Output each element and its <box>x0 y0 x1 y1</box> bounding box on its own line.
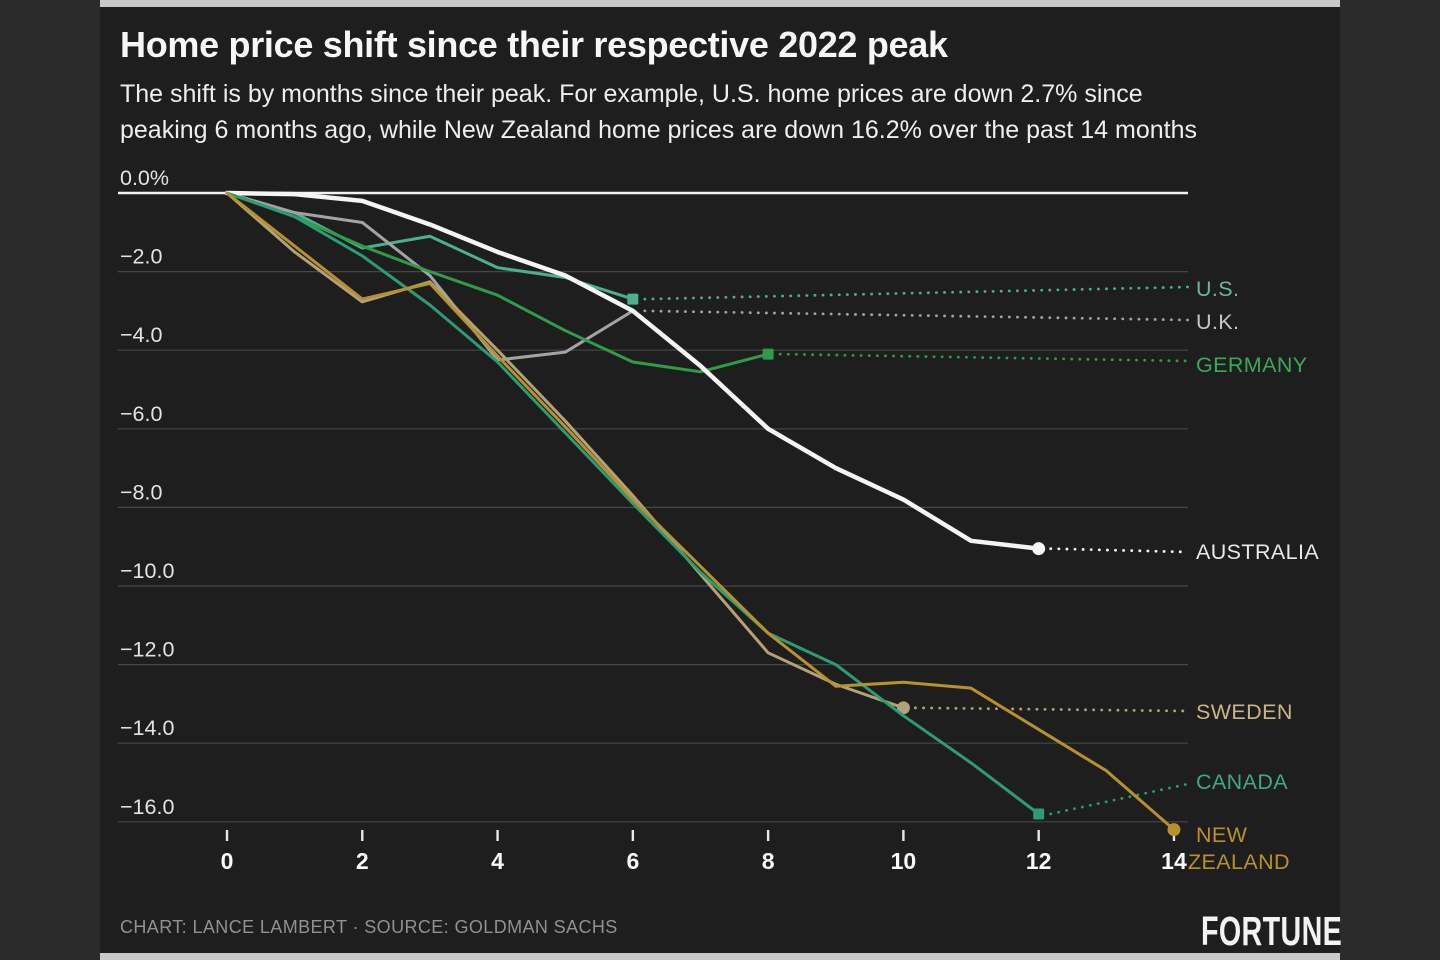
leader-line-u-s <box>643 285 1190 301</box>
x-tick-label: 2 <box>356 848 369 874</box>
end-marker-australia <box>1032 542 1046 556</box>
x-tick-label: 4 <box>491 848 504 874</box>
end-marker-u-s <box>627 293 639 305</box>
y-tick-label: −10.0 <box>120 559 174 583</box>
series-label-sweden: SWEDEN <box>1196 700 1293 724</box>
end-marker-canada <box>1033 808 1045 820</box>
end-marker-new-zealand <box>1167 823 1181 837</box>
x-tick-label: 0 <box>221 848 234 874</box>
series-line-germany <box>225 191 770 374</box>
x-tick-label: 10 <box>891 848 917 874</box>
end-marker-germany <box>762 348 774 360</box>
y-tick-label: −12.0 <box>120 638 174 662</box>
y-tick-label: −6.0 <box>120 402 162 426</box>
series-line-new-zealand <box>225 191 1176 832</box>
y-tick-label: −2.0 <box>120 245 162 269</box>
series-label-australia: AUSTRALIA <box>1196 540 1319 564</box>
chart-title: Home price shift since their respective … <box>120 24 948 65</box>
y-tick-label: −8.0 <box>120 480 162 504</box>
chart-subtitle: The shift is by months since their peak.… <box>120 76 1300 148</box>
series-label-canada: CANADA <box>1196 770 1288 794</box>
x-tick-label: 14 <box>1161 848 1187 874</box>
fortune-logo: FORTUNE <box>1201 908 1343 954</box>
y-tick-label: −16.0 <box>120 795 174 819</box>
leader-line-australia <box>1049 547 1190 554</box>
series-line-canada <box>225 191 1041 816</box>
leader-line-u-k <box>643 309 1190 322</box>
x-tick-label: 6 <box>626 848 639 874</box>
y-tick-label: −4.0 <box>120 323 162 347</box>
leader-line-sweden <box>914 706 1190 713</box>
page-gap-bottom <box>100 953 1340 960</box>
series-label-new-zealand: NEW ZEALAND <box>1188 823 1290 874</box>
series-label-u-k: U.K. <box>1196 310 1239 334</box>
y-tick-label: −14.0 <box>120 716 174 740</box>
x-tick-label: 12 <box>1026 848 1052 874</box>
series-line-u-k <box>225 191 635 362</box>
subtitle-line-1: The shift is by months since their peak.… <box>120 80 1143 108</box>
page-gap-top <box>100 0 1340 7</box>
series-line-australia <box>224 190 1041 551</box>
leader-line-germany <box>778 352 1190 363</box>
credit-line: CHART: LANCE LAMBERT · SOURCE: GOLDMAN S… <box>120 917 618 937</box>
subtitle-line-2: peaking 6 months ago, while New Zealand … <box>120 116 1198 144</box>
series-label-u-s: U.S. <box>1196 277 1239 301</box>
leader-line-canada <box>1049 782 1190 816</box>
end-marker-sweden <box>896 701 910 715</box>
y-tick-label: 0.0% <box>120 166 169 190</box>
series-label-germany: GERMANY <box>1196 353 1308 377</box>
x-tick-label: 8 <box>762 848 775 874</box>
series-line-sweden <box>225 191 905 710</box>
